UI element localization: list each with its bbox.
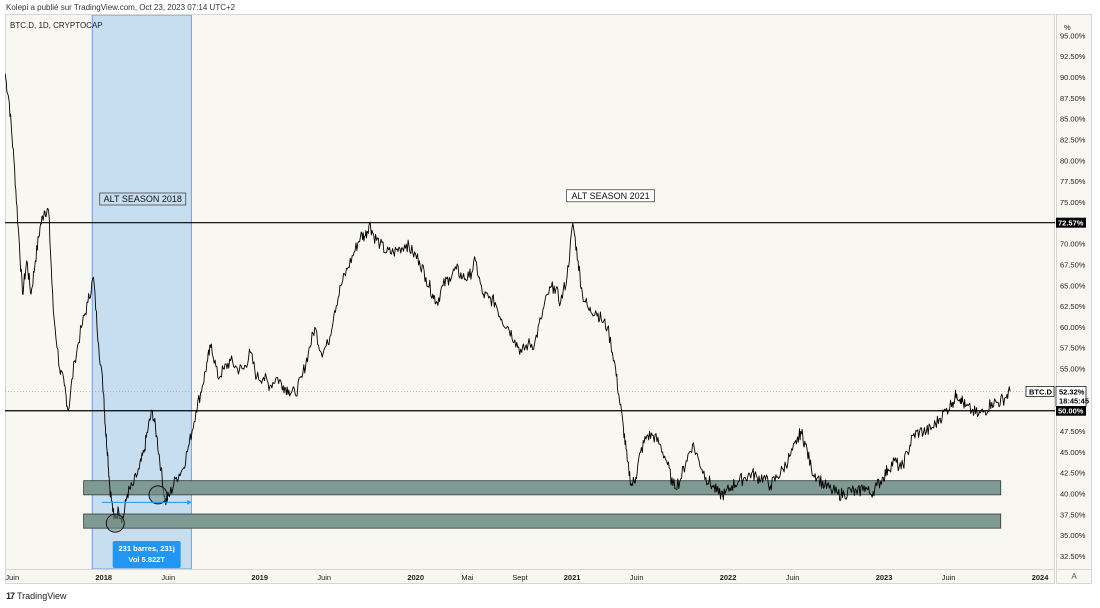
symbol-tag: BTC.D — [1029, 387, 1052, 396]
symbol-tag-bg — [1025, 386, 1055, 397]
y-tick-label: 95.00% — [1060, 31, 1086, 40]
alt-season-2021-box — [566, 189, 655, 203]
time-scale[interactable] — [5, 570, 1055, 584]
price-tag-50.00: 50.00% — [1058, 407, 1084, 416]
y-tick-label: 35.00% — [1060, 531, 1086, 540]
price-tag-bg — [1056, 405, 1086, 416]
alt-season-2018-label: ALT SEASON 2018 — [104, 194, 182, 204]
price-tag-72.57: 72.57% — [1058, 219, 1084, 228]
x-tick-label: Juin — [161, 573, 175, 582]
y-tick-label: 47.50% — [1060, 427, 1086, 436]
alt-season-2018-box — [99, 192, 187, 206]
bottom-circle-2 — [148, 485, 168, 505]
publish-header: Kolepi a publié sur TradingView.com, Oct… — [6, 3, 236, 12]
y-tick-label: 55.00% — [1060, 365, 1086, 374]
y-tick-label: 42.50% — [1060, 469, 1086, 478]
x-tick-label: Juin — [942, 573, 956, 582]
y-tick-label: 82.50% — [1060, 135, 1086, 144]
x-tick-label: 2022 — [720, 573, 737, 582]
y-tick-label: 60.00% — [1060, 323, 1086, 332]
last-price-countdown: 18:45:45 — [1059, 396, 1089, 405]
last-price-tag-bg — [1055, 386, 1087, 407]
measure-volume-label: Vol 5.822T — [128, 555, 165, 564]
price-tag-bg — [1056, 217, 1086, 228]
y-tick-label: 75.00% — [1060, 198, 1086, 207]
x-tick-label: 2024 — [1032, 573, 1050, 582]
y-tick-label: 90.00% — [1060, 73, 1086, 82]
btc-dominance-line — [5, 73, 1011, 524]
measure-arrowhead — [187, 499, 192, 505]
y-tick-label: 92.50% — [1060, 52, 1086, 61]
x-tick-label: Mai — [461, 573, 473, 582]
y-tick-label: 85.00% — [1060, 115, 1086, 124]
x-tick-label: Juin — [317, 573, 331, 582]
support-zone-2 — [83, 513, 1002, 529]
x-tick-label: 2020 — [407, 573, 424, 582]
y-tick-label: 62.50% — [1060, 302, 1086, 311]
price-scale-unit: % — [1064, 23, 1071, 32]
price-scale[interactable] — [1056, 14, 1092, 570]
y-tick-label: 65.00% — [1060, 281, 1086, 290]
bottom-circle-1 — [105, 513, 125, 533]
auto-scale-button[interactable]: A — [1056, 570, 1092, 584]
y-tick-label: 37.50% — [1060, 510, 1086, 519]
x-tick-label: 2018 — [95, 573, 112, 582]
alt-season-2021-label: ALT SEASON 2021 — [571, 191, 649, 201]
x-tick-label: Juin — [630, 573, 644, 582]
tradingview-logo-icon: 17 — [6, 591, 15, 601]
x-tick-label: Juin — [5, 573, 19, 582]
measure-bars-label: 231 barres, 231j — [119, 544, 175, 553]
y-tick-label: 57.50% — [1060, 344, 1086, 353]
tradingview-footer: 17 TradingView — [6, 591, 67, 601]
x-tick-label: 2019 — [251, 573, 268, 582]
last-price-value: 52.32% — [1059, 387, 1085, 396]
y-tick-label: 67.50% — [1060, 260, 1086, 269]
y-tick-label: 40.00% — [1060, 490, 1086, 499]
x-tick-label: 2021 — [564, 573, 581, 582]
y-tick-label: 77.50% — [1060, 177, 1086, 186]
x-tick-label: 2023 — [876, 573, 893, 582]
symbol-label: BTC.D, 1D, CRYPTOCAP — [10, 21, 103, 30]
y-tick-label: 87.50% — [1060, 94, 1086, 103]
brand-name: TradingView — [17, 591, 67, 601]
plot-layer: 231 barres, 231j Vol 5.822T ALT SEASON 201… — [5, 15, 1055, 569]
x-tick-label: Juin — [786, 573, 800, 582]
y-tick-label: 45.00% — [1060, 448, 1086, 457]
y-tick-label: 70.00% — [1060, 240, 1086, 249]
y-tick-label: 32.50% — [1060, 552, 1086, 561]
x-tick-label: Sept — [512, 573, 528, 582]
y-tick-label: 80.00% — [1060, 156, 1086, 165]
measure-box — [112, 541, 181, 568]
